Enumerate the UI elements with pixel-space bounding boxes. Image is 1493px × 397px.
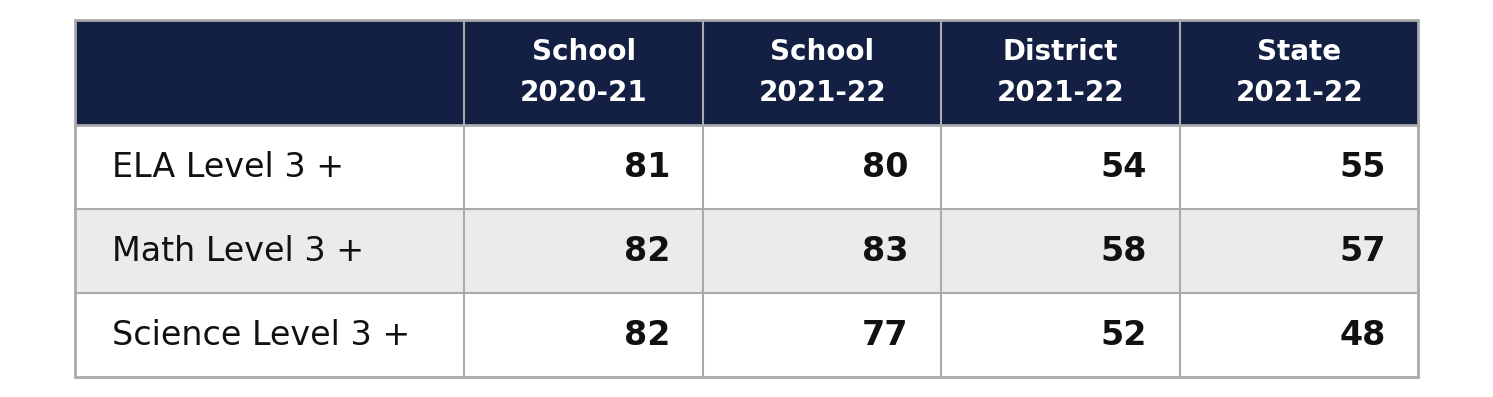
Text: 82: 82	[624, 319, 670, 352]
Bar	[942, 209, 1179, 293]
Bar	[464, 20, 703, 125]
Text: 83: 83	[861, 235, 908, 268]
Text: School
2021-22: School 2021-22	[758, 38, 885, 107]
Bar	[703, 293, 942, 377]
Bar	[1179, 209, 1418, 293]
Text: 58: 58	[1100, 235, 1147, 268]
Bar	[703, 209, 942, 293]
Text: School
2020-21: School 2020-21	[520, 38, 648, 107]
Bar	[464, 125, 703, 209]
Text: State
2021-22: State 2021-22	[1235, 38, 1363, 107]
Bar	[703, 125, 942, 209]
Bar	[942, 20, 1179, 125]
Text: 82: 82	[624, 235, 670, 268]
Bar	[75, 209, 464, 293]
Text: District
2021-22: District 2021-22	[997, 38, 1124, 107]
Bar	[942, 293, 1179, 377]
Bar	[1179, 20, 1418, 125]
Text: 81: 81	[624, 151, 670, 184]
Text: 57: 57	[1339, 235, 1386, 268]
Text: 54: 54	[1100, 151, 1147, 184]
Text: Math Level 3 +: Math Level 3 +	[112, 235, 364, 268]
Text: 80: 80	[861, 151, 908, 184]
Text: 55: 55	[1339, 151, 1386, 184]
Bar	[75, 125, 464, 209]
Text: Science Level 3 +: Science Level 3 +	[112, 319, 411, 352]
Bar	[464, 293, 703, 377]
Text: 52: 52	[1100, 319, 1147, 352]
Bar	[1179, 125, 1418, 209]
Text: 48: 48	[1339, 319, 1386, 352]
Text: 77: 77	[861, 319, 908, 352]
Bar	[75, 293, 464, 377]
Bar	[1179, 293, 1418, 377]
Text: ELA Level 3 +: ELA Level 3 +	[112, 151, 343, 184]
Bar	[703, 20, 942, 125]
Bar	[75, 20, 464, 125]
Bar	[464, 209, 703, 293]
Bar	[942, 125, 1179, 209]
